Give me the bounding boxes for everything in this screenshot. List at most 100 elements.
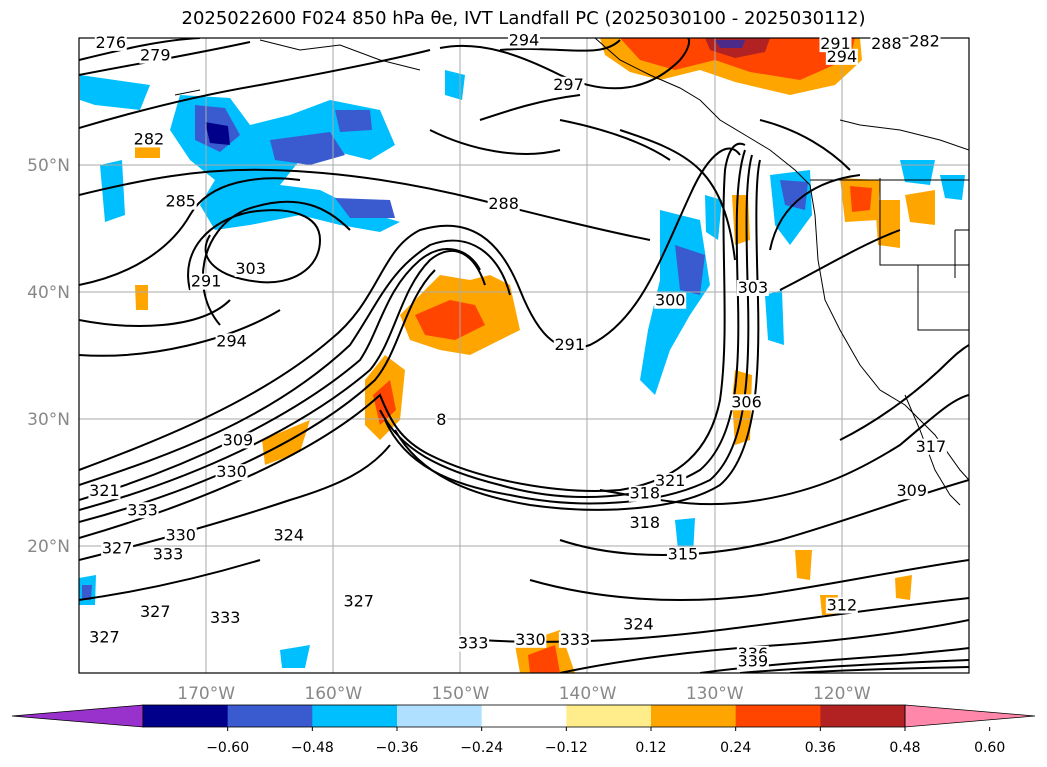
contour-label: 282 <box>909 32 940 51</box>
contour-label-bg <box>825 597 858 614</box>
contour-label: 327 <box>102 538 133 557</box>
colorbar-tick-label: 0.12 <box>635 740 666 756</box>
contour-label: 330 <box>515 630 546 649</box>
contour-label: 321 <box>655 471 686 490</box>
y-tick-label: 40°N <box>27 283 70 303</box>
contour-label: 327 <box>140 602 171 621</box>
contour-label: 315 <box>668 545 699 564</box>
colorbar-tick-label: −0.24 <box>460 740 503 756</box>
contour-label-bg <box>94 34 127 51</box>
contour-label: 318 <box>630 484 661 503</box>
contour-label: 327 <box>89 627 120 646</box>
contour-label: 282 <box>134 129 165 148</box>
contour-label-bg <box>654 292 687 309</box>
contour-label-bg <box>457 635 490 652</box>
contour-label-bg <box>628 514 661 531</box>
x-tick-label: 160°W <box>304 684 362 704</box>
contour-label: 294 <box>509 30 540 49</box>
colorbar-frame <box>142 704 906 728</box>
contour-label: 279 <box>140 46 171 65</box>
negative-shade <box>280 645 310 668</box>
contour-label-bg <box>666 546 699 563</box>
colorbar-tick-label: −0.36 <box>376 740 419 756</box>
contour-label: 306 <box>731 392 762 411</box>
contour-label-bg <box>209 610 242 627</box>
contour-label: 324 <box>274 526 305 545</box>
contour-label-bg <box>552 76 585 93</box>
chart-title: 2025022600 F024 850 hPa θe, IVT Landfall… <box>181 8 866 29</box>
contour-label-bg <box>553 337 586 354</box>
colorbar-tick-label: 0.60 <box>974 740 1005 756</box>
negative-shade <box>100 160 125 222</box>
colorbar-extend-low <box>11 704 144 728</box>
contour-label: 288 <box>871 34 902 53</box>
negative-shade <box>900 160 935 185</box>
colorbar-extend-high <box>904 704 1036 728</box>
contour-label-bg <box>221 432 254 449</box>
colorbar-bin <box>735 705 821 727</box>
contour-label: 288 <box>488 194 519 213</box>
negative-shade <box>780 180 808 210</box>
map-area <box>79 38 969 673</box>
contour-label-bg <box>139 47 172 64</box>
negative-shade <box>270 132 345 165</box>
contour-label: 291 <box>820 34 851 53</box>
contour-label: 309 <box>897 481 928 500</box>
contour-label-bg <box>736 653 769 670</box>
contour-label: 276 <box>96 33 127 52</box>
contour-label: 8 <box>436 410 446 429</box>
contour-label-bg <box>215 464 248 481</box>
contour-label-bg <box>514 631 547 648</box>
contour-label: 327 <box>343 592 374 611</box>
contour-label: 333 <box>127 500 158 519</box>
contour-label-bg <box>736 280 769 296</box>
contour-label: 321 <box>89 481 120 500</box>
contour-label: 303 <box>235 259 266 278</box>
contour-label: 333 <box>458 634 489 653</box>
contour-label: 312 <box>827 596 858 615</box>
contour-label-bg <box>825 48 858 65</box>
x-axis-ticks: 170°W 160°W 150°W 140°W 130°W 120°W <box>177 684 871 704</box>
y-tick-label: 20°N <box>27 537 70 557</box>
contour-label: 300 <box>655 291 686 310</box>
negative-shade <box>445 70 465 100</box>
contour-label-bg <box>558 631 591 648</box>
x-tick-label: 120°W <box>813 684 871 704</box>
contour-label-bg <box>101 540 134 557</box>
positive-shade <box>620 38 855 80</box>
contour-label: 291 <box>191 272 222 291</box>
contour-label-bg <box>88 629 121 646</box>
positive-shade <box>415 300 485 340</box>
y-tick-label: 50°N <box>27 156 70 176</box>
colorbar-tick-label: −0.12 <box>545 740 588 756</box>
contour-label-bg <box>908 33 941 50</box>
colorbar-bin <box>651 705 737 727</box>
contour-label: 297 <box>553 75 584 94</box>
positive-shade <box>895 575 912 600</box>
contour-label: 294 <box>216 331 247 350</box>
contour-label: 285 <box>165 192 196 211</box>
contour-label: 333 <box>153 545 184 564</box>
negative-shade <box>80 75 150 110</box>
colorbar-tick-label: 0.24 <box>720 740 751 756</box>
contour-label-bg <box>164 193 197 210</box>
contour-label-bg <box>914 438 947 455</box>
contour-label-bg <box>819 36 852 53</box>
contour-label-bg <box>870 36 903 53</box>
contour-label-bg <box>234 260 267 277</box>
negative-shade <box>675 245 705 295</box>
contour-label-bg <box>132 131 165 148</box>
colorbar-bin <box>566 705 652 727</box>
theta-e-contours <box>79 38 969 673</box>
contour-label: 333 <box>210 608 241 627</box>
positive-shade <box>875 200 900 248</box>
negative-shade <box>205 122 230 145</box>
contour-label: 317 <box>916 437 947 456</box>
contour-label: 339 <box>738 651 769 670</box>
positive-shade <box>715 40 745 48</box>
colorbar-bin <box>312 705 398 727</box>
contour-label-bg <box>342 593 375 610</box>
contour-label-bg <box>435 412 448 429</box>
